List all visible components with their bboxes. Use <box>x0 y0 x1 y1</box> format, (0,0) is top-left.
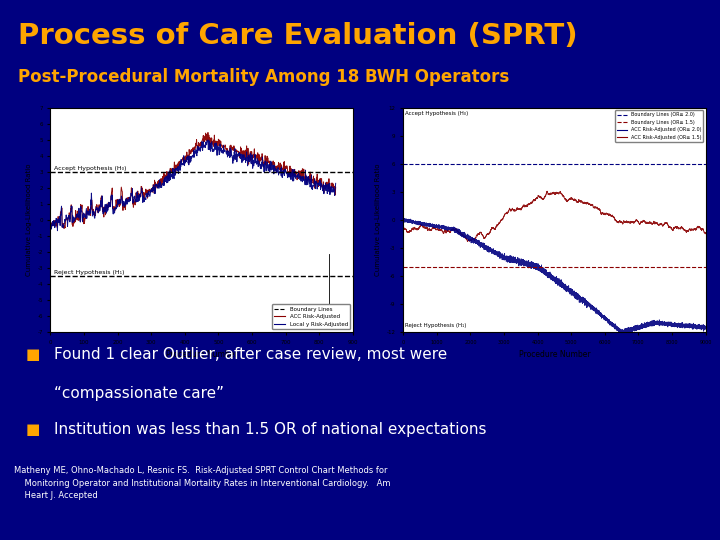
X-axis label: Procedure Number: Procedure Number <box>166 350 238 359</box>
Text: Accept Hypothesis (H₀): Accept Hypothesis (H₀) <box>405 111 468 117</box>
Text: ■: ■ <box>25 422 40 437</box>
Legend: Boundary Lines, ACC Risk-Adjusted, Local y Risk-Adjusted: Boundary Lines, ACC Risk-Adjusted, Local… <box>271 305 350 329</box>
Text: Process of Care Evaluation (SPRT): Process of Care Evaluation (SPRT) <box>18 22 577 50</box>
Text: ■: ■ <box>25 347 40 362</box>
Text: Reject Hypothesis (H₁): Reject Hypothesis (H₁) <box>405 323 467 328</box>
Text: Institution was less than 1.5 OR of national expectations: Institution was less than 1.5 OR of nati… <box>54 422 487 437</box>
Y-axis label: Cumulative Log-Likelihood Ratio: Cumulative Log-Likelihood Ratio <box>26 164 32 276</box>
X-axis label: Procedure Number: Procedure Number <box>518 350 590 359</box>
Text: Post-Procedural Mortality Among 18 BWH Operators: Post-Procedural Mortality Among 18 BWH O… <box>18 68 509 86</box>
Text: Found 1 clear Outlier, after case review, most were: Found 1 clear Outlier, after case review… <box>54 347 447 362</box>
Text: Matheny ME, Ohno-Machado L, Resnic FS.  Risk-Adjusted SPRT Control Chart Methods: Matheny ME, Ohno-Machado L, Resnic FS. R… <box>14 467 391 501</box>
Y-axis label: Cumulative Log-Likelihood Ratio: Cumulative Log-Likelihood Ratio <box>375 164 381 276</box>
Text: Accept Hypothesis (H₀): Accept Hypothesis (H₀) <box>54 166 126 171</box>
Legend: Boundary Lines (OR≥ 2.0), Boundary Lines (OR≥ 1.5), ACC Risk-Adjusted (OR≥ 2.0),: Boundary Lines (OR≥ 2.0), Boundary Lines… <box>615 111 703 141</box>
Text: Reject Hypothesis (H₁): Reject Hypothesis (H₁) <box>54 270 125 275</box>
Text: “compassionate care”: “compassionate care” <box>54 386 224 401</box>
